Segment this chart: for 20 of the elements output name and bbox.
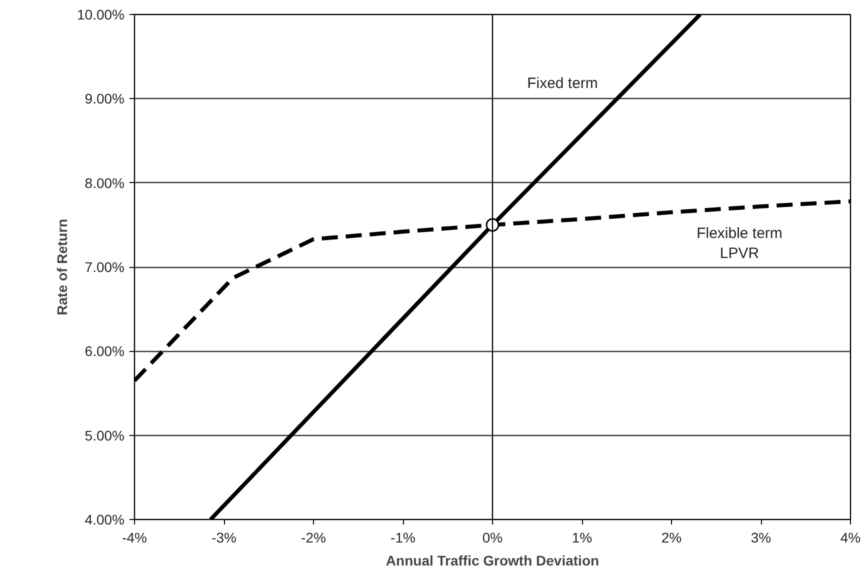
y-tick-label: 6.00% — [84, 343, 125, 360]
y-axis-title: Rate of Return — [54, 218, 70, 316]
y-tick-label: 8.00% — [84, 174, 125, 191]
x-tick-label: 0% — [482, 530, 503, 546]
y-tick-label: 7.00% — [84, 259, 125, 275]
y-tick-label: 4.00% — [84, 512, 125, 528]
x-tick-label: 3% — [750, 530, 772, 546]
x-tick-label: -3% — [212, 530, 236, 546]
annotation: Fixed term — [527, 75, 598, 92]
x-tick-label: 1% — [572, 530, 592, 546]
x-tick-label: 2% — [661, 530, 682, 546]
x-tick-label: -2% — [301, 530, 326, 546]
x-tick-label: -4% — [122, 530, 147, 546]
y-tick-label: 5.00% — [84, 427, 125, 444]
x-axis-title: Annual Traffic Growth Deviation — [386, 552, 600, 568]
y-tick-label: 9.00% — [84, 90, 125, 107]
annotation: Flexible term LPVR — [696, 224, 782, 262]
y-tick-label: 10.00% — [77, 6, 124, 22]
x-tick-label: -1% — [390, 530, 416, 546]
x-tick-label: 4% — [840, 530, 861, 546]
